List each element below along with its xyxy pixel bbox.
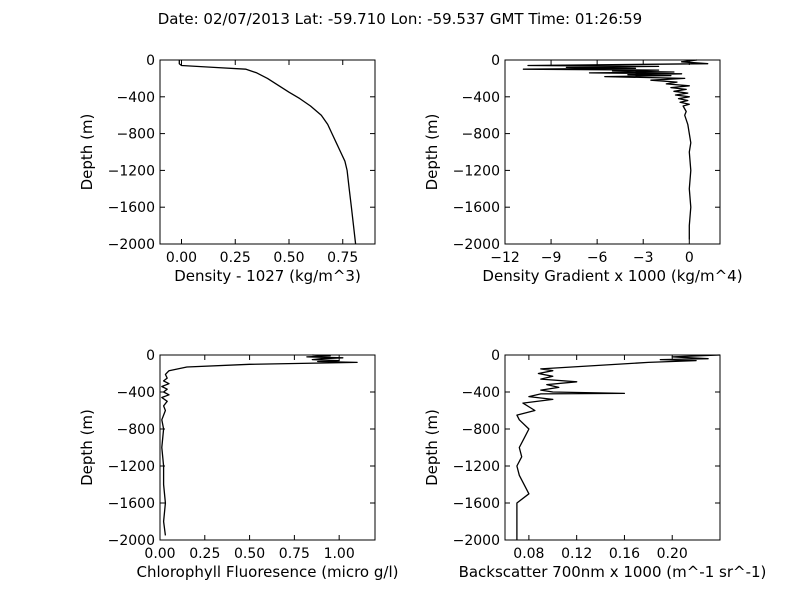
y-axis-label: Depth (m) (78, 409, 96, 486)
profile-line (522, 59, 709, 240)
plot-panel-4: 0.08 0.12 0.16 0.20 0 −400 −800 −1200 −1600 −2000… (423, 348, 766, 581)
plot-panel-2: −12 −9 −6 −3 0 0 −400 −800 −1200 −1600 −2000 Densit… (423, 53, 743, 285)
y-tick-label: −1600 (108, 496, 155, 512)
y-tick-label: 0 (146, 53, 155, 69)
x-tick-label: 0.00 (166, 250, 197, 266)
x-tick-label: −12 (490, 250, 520, 266)
x-tick-label: 0.75 (279, 546, 310, 562)
axes-frame (504, 59, 721, 245)
x-tick-label: 0.08 (513, 546, 544, 562)
x-tick-label: 0.16 (609, 546, 640, 562)
y-tick-label: 0 (146, 348, 155, 364)
plot-panel-1: 0.00 0.25 0.50 0.75 0 −400 −800 −1200 −1600 −2000… (78, 53, 376, 285)
y-axis-label: Depth (m) (78, 114, 96, 191)
profile-line (161, 354, 358, 536)
figure-title: Date: 02/07/2013 Lat: -59.710 Lon: -59.5… (158, 10, 642, 28)
y-tick-label: −1600 (108, 200, 155, 216)
y-tick-label: −800 (117, 422, 155, 438)
x-tick-label: 1.00 (324, 546, 355, 562)
axes-frame (159, 59, 376, 245)
x-tick-label: 0.00 (144, 546, 175, 562)
y-tick-label: −1600 (453, 200, 500, 216)
y-tick-label: −2000 (108, 237, 155, 253)
x-tick-label: 0 (685, 250, 694, 266)
y-tick-label: −1600 (453, 496, 500, 512)
x-tick-label: 0.25 (220, 250, 251, 266)
y-tick-label: −800 (462, 127, 500, 143)
x-tick-label: −9 (541, 250, 562, 266)
x-tick-label: 0.12 (561, 546, 592, 562)
x-axis-label: Backscatter 700nm x 1000 (m^-1 sr^-1) (459, 563, 767, 581)
x-tick-label: 0.50 (273, 250, 304, 266)
y-tick-label: 0 (491, 348, 500, 364)
profile-line (178, 60, 357, 245)
x-tick-label: 0.50 (234, 546, 265, 562)
y-tick-label: −400 (462, 385, 500, 401)
y-tick-label: −400 (117, 385, 155, 401)
x-tick-label: 0.25 (189, 546, 220, 562)
y-tick-label: −1200 (453, 163, 500, 179)
y-tick-label: −2000 (108, 533, 155, 549)
y-axis-label: Depth (m) (423, 114, 441, 191)
x-axis-label: Density - 1027 (kg/m^3) (174, 267, 361, 285)
y-tick-label: −400 (462, 90, 500, 106)
axes-frame (159, 354, 376, 541)
x-tick-label: 0.75 (327, 250, 358, 266)
y-axis-label: Depth (m) (423, 409, 441, 486)
y-tick-label: −1200 (108, 163, 155, 179)
profile-line (516, 354, 721, 540)
y-tick-label: 0 (491, 53, 500, 69)
y-tick-label: −800 (117, 127, 155, 143)
y-tick-label: −1200 (108, 459, 155, 475)
axes-frame (504, 354, 721, 541)
plot-panel-3: 0.00 0.25 0.50 0.75 1.00 0 −400 −800 −1200 −1600 −… (78, 348, 398, 581)
x-tick-label: −6 (587, 250, 608, 266)
y-tick-label: −400 (117, 90, 155, 106)
x-tick-label: 0.20 (657, 546, 688, 562)
y-tick-label: −1200 (453, 459, 500, 475)
x-tick-label: −3 (633, 250, 654, 266)
y-tick-label: −2000 (453, 533, 500, 549)
x-axis-label: Chlorophyll Fluoresence (micro g/l) (137, 563, 399, 581)
y-tick-label: −2000 (453, 237, 500, 253)
x-axis-label: Density Gradient x 1000 (kg/m^4) (482, 267, 742, 285)
y-tick-label: −800 (462, 422, 500, 438)
